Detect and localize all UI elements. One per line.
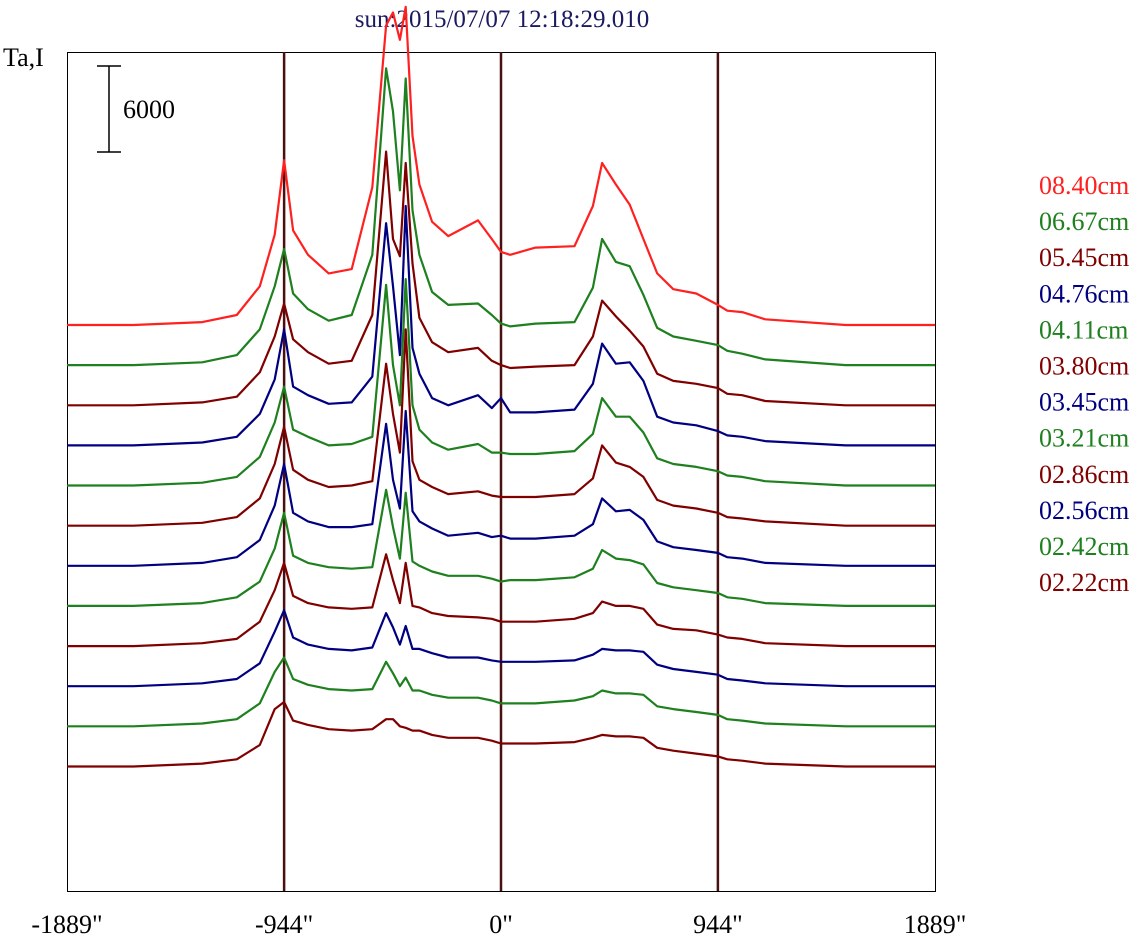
series-line — [67, 609, 935, 688]
series-line — [67, 553, 935, 648]
scale-bar: 6000 — [97, 65, 175, 153]
legend-item: 06.67cm — [1039, 207, 1129, 236]
x-tick-label: 944" — [693, 910, 743, 939]
legend-item: 02.22cm — [1039, 568, 1129, 597]
y-axis-label: Ta,I — [3, 43, 44, 72]
x-tick-label: -1889" — [31, 910, 102, 939]
series-line — [67, 656, 935, 728]
x-tick-label: -944" — [255, 910, 313, 939]
series-line — [67, 328, 935, 527]
legend-item: 05.45cm — [1039, 243, 1129, 272]
series-line — [67, 150, 935, 407]
series-line — [67, 204, 935, 447]
legend-item: 02.56cm — [1039, 496, 1129, 525]
x-tick-label: 0" — [489, 910, 513, 939]
series-line — [67, 5, 935, 327]
x-tick-label: 1889" — [904, 910, 967, 939]
legend-item: 03.45cm — [1039, 388, 1129, 417]
series-line — [67, 67, 935, 367]
legend-item: 02.86cm — [1039, 460, 1129, 489]
legend-item: 04.11cm — [1039, 315, 1128, 344]
scale-bar-label: 6000 — [123, 95, 175, 124]
legend-item: 02.42cm — [1039, 532, 1129, 561]
series-line — [67, 700, 935, 768]
chart-title: sun:2015/07/07 12:18:29.010 — [355, 6, 649, 33]
series-line — [67, 278, 935, 487]
legend-item: 03.21cm — [1039, 424, 1129, 453]
legend-item: 03.80cm — [1039, 352, 1129, 381]
series-line — [67, 488, 935, 607]
legend-item: 08.40cm — [1039, 171, 1129, 200]
legend-item: 04.76cm — [1039, 279, 1129, 308]
series-line — [67, 409, 935, 567]
